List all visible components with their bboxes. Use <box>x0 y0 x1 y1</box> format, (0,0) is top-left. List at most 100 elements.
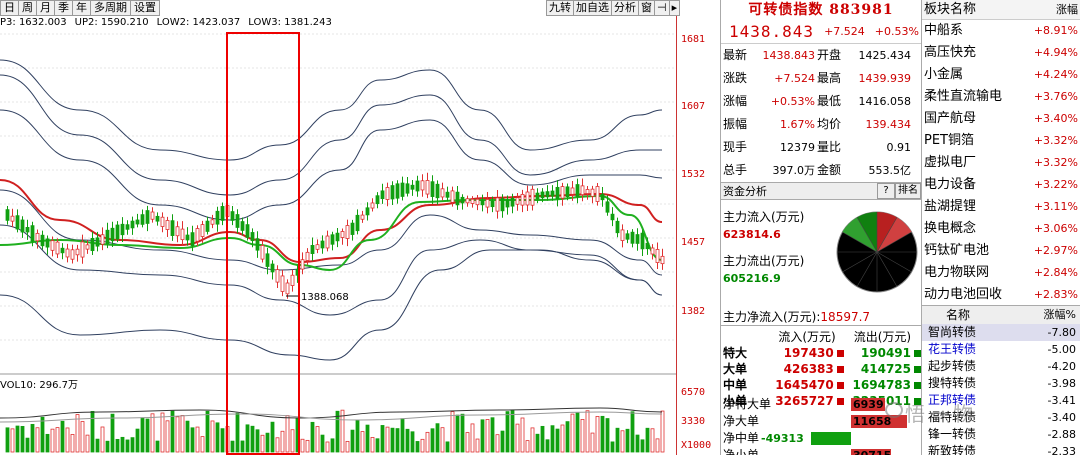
net-bar-value: -49313 <box>761 432 804 445</box>
flow-out-value: 190491 <box>844 345 921 361</box>
tool-button-5[interactable]: ▸ <box>668 0 681 16</box>
price-tick-3: 1457 <box>681 237 706 248</box>
candle-body <box>5 209 10 221</box>
tool-button-3[interactable]: 窗 <box>638 0 655 16</box>
candle-body <box>495 197 500 212</box>
volume-bar <box>535 433 540 453</box>
bond-row-6[interactable]: 锋一转债 -2.88 <box>922 426 1080 443</box>
period-button-4[interactable]: 年 <box>72 0 91 16</box>
bond-name-header[interactable]: 名称 <box>946 308 971 322</box>
flow-row-name: 小单 <box>723 393 748 408</box>
sector-row-2[interactable]: 小金属 +4.24% <box>922 64 1080 86</box>
candle-body <box>590 188 595 197</box>
tool-button-1[interactable]: 加自选 <box>573 0 612 16</box>
net-bar <box>851 449 891 455</box>
flow-out-text: 414725 <box>860 361 911 376</box>
period-button-5[interactable]: 多周期 <box>90 0 131 16</box>
net-bar-row-0: 净特大单 6939 <box>721 396 921 413</box>
candle-body <box>345 225 350 239</box>
volume-bar <box>55 427 60 453</box>
volume-bar <box>390 427 395 453</box>
sector-row-11[interactable]: 电力物联网 +2.84% <box>922 262 1080 284</box>
period-button-2[interactable]: 月 <box>36 0 55 16</box>
bond-pct: -2.33 <box>1047 445 1076 455</box>
period-button-3[interactable]: 季 <box>54 0 73 16</box>
period-button-1[interactable]: 周 <box>18 0 37 16</box>
sector-pct: +2.84% <box>1033 266 1078 279</box>
candle-body <box>200 224 205 237</box>
volume-bar <box>545 439 550 453</box>
main-outflow-value: 605216.9 <box>723 272 781 285</box>
sector-row-9[interactable]: 换电概念 +3.06% <box>922 218 1080 240</box>
volume-bar <box>75 414 80 453</box>
quote-value: 553.5亿 <box>868 164 912 177</box>
sector-row-8[interactable]: 盐湖提锂 +3.11% <box>922 196 1080 218</box>
bond-row-3[interactable]: 搜特转债 -3.98 <box>922 375 1080 392</box>
volume-bar <box>180 415 185 453</box>
inflow-marker <box>836 397 844 405</box>
net-bar-value: 6939 <box>853 398 884 411</box>
bond-row-0[interactable]: 智尚转债 -7.80 <box>922 324 1080 341</box>
tool-button-4[interactable]: ⊣ <box>654 0 670 16</box>
period-button-6[interactable]: 设置 <box>130 0 160 16</box>
indicator-value-3: LOW3: 1381.243 <box>248 17 332 28</box>
bond-row-2[interactable]: 起步转债 -4.20 <box>922 358 1080 375</box>
bond-row-4[interactable]: 正邦转债 -3.41 <box>922 392 1080 409</box>
sector-name-header[interactable]: 板块名称 <box>924 2 977 17</box>
candle-body <box>330 234 335 245</box>
candle-body <box>220 206 225 221</box>
bond-pct-header[interactable]: 涨幅% <box>1043 308 1076 321</box>
sector-row-5[interactable]: PET铜箔 +3.32% <box>922 130 1080 152</box>
help-button[interactable]: ? <box>877 183 895 199</box>
tool-button-2[interactable]: 分析 <box>611 0 639 16</box>
sector-row-0[interactable]: 中船系 +8.91% <box>922 20 1080 42</box>
candle-body <box>450 190 455 203</box>
bond-name: 福特转债 <box>928 410 977 424</box>
candle-body <box>355 214 360 232</box>
sector-pct-header[interactable]: 涨幅 <box>1056 3 1078 16</box>
candle-body <box>645 242 650 250</box>
bond-name: 花王转债 <box>928 342 977 356</box>
sector-row-10[interactable]: 钙钛矿电池 +2.97% <box>922 240 1080 262</box>
candle-body <box>515 197 520 205</box>
quote-label: 现手 <box>723 140 748 154</box>
sector-row-1[interactable]: 高压快充 +4.94% <box>922 42 1080 64</box>
candle-body <box>110 227 115 242</box>
tool-button-0[interactable]: 九转 <box>546 0 574 16</box>
volume-bar <box>460 413 465 453</box>
bond-row-5[interactable]: 福特转债 -3.40 <box>922 409 1080 426</box>
candle-body <box>105 229 110 245</box>
index-change-pct: +0.53% <box>874 25 919 38</box>
outflow-marker <box>914 365 921 373</box>
bond-row-7[interactable]: 新致转债 -2.33 <box>922 443 1080 455</box>
candle-body <box>55 241 60 255</box>
quote-label: 金额 <box>817 163 842 177</box>
volume-bar <box>650 428 655 453</box>
candle-body <box>315 244 320 250</box>
sector-row-7[interactable]: 电力设备 +3.22% <box>922 174 1080 196</box>
kline-chart-area[interactable]: 日周月季年多周期 设置 九转 加自选 分析窗 ⊣ ▸ P3: 1632.003 UP2: 1… <box>0 0 720 455</box>
volume-bar <box>110 413 115 453</box>
price-tick-1: 1607 <box>681 101 706 112</box>
volume-bar <box>630 411 635 453</box>
sector-pct: +3.32% <box>1033 156 1078 169</box>
fund-analysis-title: 资金分析 <box>723 185 767 198</box>
period-button-0[interactable]: 日 <box>0 0 19 16</box>
sector-ranking-panel: 板块名称 涨幅 中船系 +8.91% 高压快充 +4.94% 小金属 +4.24% 柔性直流… <box>922 0 1080 305</box>
volume-bar <box>150 413 155 453</box>
sector-row-4[interactable]: 国产航母 +3.40% <box>922 108 1080 130</box>
candle-body <box>620 229 625 241</box>
bond-row-1[interactable]: 花王转债 -5.00 <box>922 341 1080 358</box>
candle-body <box>185 234 190 241</box>
rank-button[interactable]: 排名 <box>895 183 921 199</box>
volume-bar <box>510 410 515 453</box>
sector-row-12[interactable]: 动力电池回收 +2.83% <box>922 284 1080 306</box>
sector-row-6[interactable]: 虚拟电厂 +3.32% <box>922 152 1080 174</box>
bond-name: 智尚转债 <box>928 325 977 339</box>
volume-bar <box>80 421 85 453</box>
quote-label: 总手 <box>723 163 748 177</box>
kline-chart-svg[interactable] <box>0 0 676 455</box>
candle-body <box>370 202 375 209</box>
sector-row-3[interactable]: 柔性直流输电 +3.76% <box>922 86 1080 108</box>
